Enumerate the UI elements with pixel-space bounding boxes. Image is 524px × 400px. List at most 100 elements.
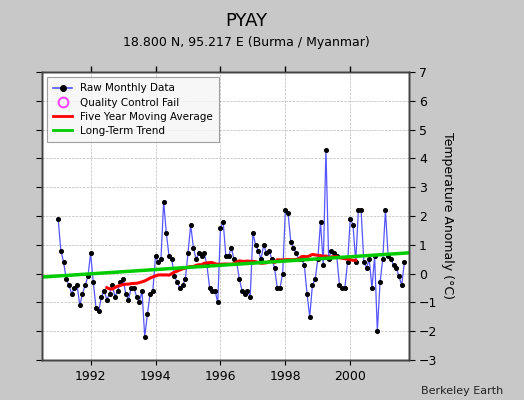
Point	[233, 259, 241, 265]
Point	[170, 273, 179, 280]
Point	[70, 285, 79, 291]
Point	[178, 282, 187, 288]
Point	[203, 262, 211, 268]
Point	[214, 299, 222, 306]
Point	[89, 279, 97, 286]
Point	[262, 250, 270, 257]
Point	[238, 288, 246, 294]
Point	[292, 250, 300, 257]
Point	[208, 288, 216, 294]
Point	[300, 262, 309, 268]
Point	[389, 262, 398, 268]
Point	[122, 290, 130, 297]
Point	[200, 250, 209, 257]
Point	[184, 250, 192, 257]
Point	[151, 253, 160, 260]
Point	[235, 276, 244, 282]
Point	[227, 244, 235, 251]
Point	[194, 250, 203, 257]
Point	[314, 256, 322, 262]
Point	[146, 290, 154, 297]
Point	[265, 247, 274, 254]
Point	[343, 259, 352, 265]
Point	[187, 222, 195, 228]
Point	[54, 216, 62, 222]
Text: Berkeley Earth: Berkeley Earth	[421, 386, 503, 396]
Point	[303, 290, 311, 297]
Point	[376, 279, 384, 286]
Point	[59, 259, 68, 265]
Point	[273, 285, 281, 291]
Point	[243, 288, 252, 294]
Point	[84, 273, 92, 280]
Point	[392, 265, 400, 271]
Point	[398, 282, 406, 288]
Point	[92, 305, 100, 311]
Point	[119, 276, 127, 282]
Point	[249, 230, 257, 236]
Legend: Raw Monthly Data, Quality Control Fail, Five Year Moving Average, Long-Term Tren: Raw Monthly Data, Quality Control Fail, …	[47, 77, 220, 142]
Point	[127, 285, 135, 291]
Point	[365, 256, 374, 262]
Point	[140, 334, 149, 340]
Point	[78, 290, 86, 297]
Point	[241, 290, 249, 297]
Text: PYAY: PYAY	[225, 12, 267, 30]
Point	[224, 253, 233, 260]
Point	[381, 207, 390, 214]
Point	[124, 296, 133, 303]
Point	[135, 299, 144, 306]
Point	[284, 210, 292, 216]
Point	[270, 265, 279, 271]
Point	[165, 253, 173, 260]
Point	[278, 270, 287, 277]
Point	[384, 253, 392, 260]
Point	[143, 311, 151, 317]
Point	[349, 222, 357, 228]
Point	[86, 250, 95, 257]
Point	[268, 256, 276, 262]
Point	[198, 253, 206, 260]
Point	[211, 288, 219, 294]
Point	[129, 285, 138, 291]
Point	[103, 296, 111, 303]
Point	[378, 256, 387, 262]
Point	[159, 198, 168, 205]
Point	[65, 282, 73, 288]
Point	[294, 256, 303, 262]
Point	[346, 216, 354, 222]
Point	[105, 290, 114, 297]
Point	[181, 276, 190, 282]
Point	[162, 230, 170, 236]
Point	[94, 308, 103, 314]
Point	[216, 224, 225, 231]
Point	[252, 242, 260, 248]
Point	[57, 247, 65, 254]
Point	[189, 244, 198, 251]
Y-axis label: Temperature Anomaly (°C): Temperature Anomaly (°C)	[441, 132, 454, 300]
Point	[116, 279, 125, 286]
Point	[354, 207, 363, 214]
Point	[100, 288, 108, 294]
Point	[357, 207, 365, 214]
Point	[205, 285, 214, 291]
Point	[192, 256, 200, 262]
Point	[168, 256, 176, 262]
Point	[176, 285, 184, 291]
Point	[68, 290, 76, 297]
Point	[73, 282, 81, 288]
Point	[81, 282, 90, 288]
Point	[287, 239, 295, 245]
Point	[281, 207, 290, 214]
Point	[316, 218, 325, 225]
Point	[338, 285, 346, 291]
Point	[373, 328, 381, 334]
Point	[289, 244, 298, 251]
Point	[111, 294, 119, 300]
Point	[352, 259, 360, 265]
Point	[173, 279, 181, 286]
Point	[327, 247, 335, 254]
Point	[362, 265, 370, 271]
Point	[219, 218, 227, 225]
Point	[133, 294, 141, 300]
